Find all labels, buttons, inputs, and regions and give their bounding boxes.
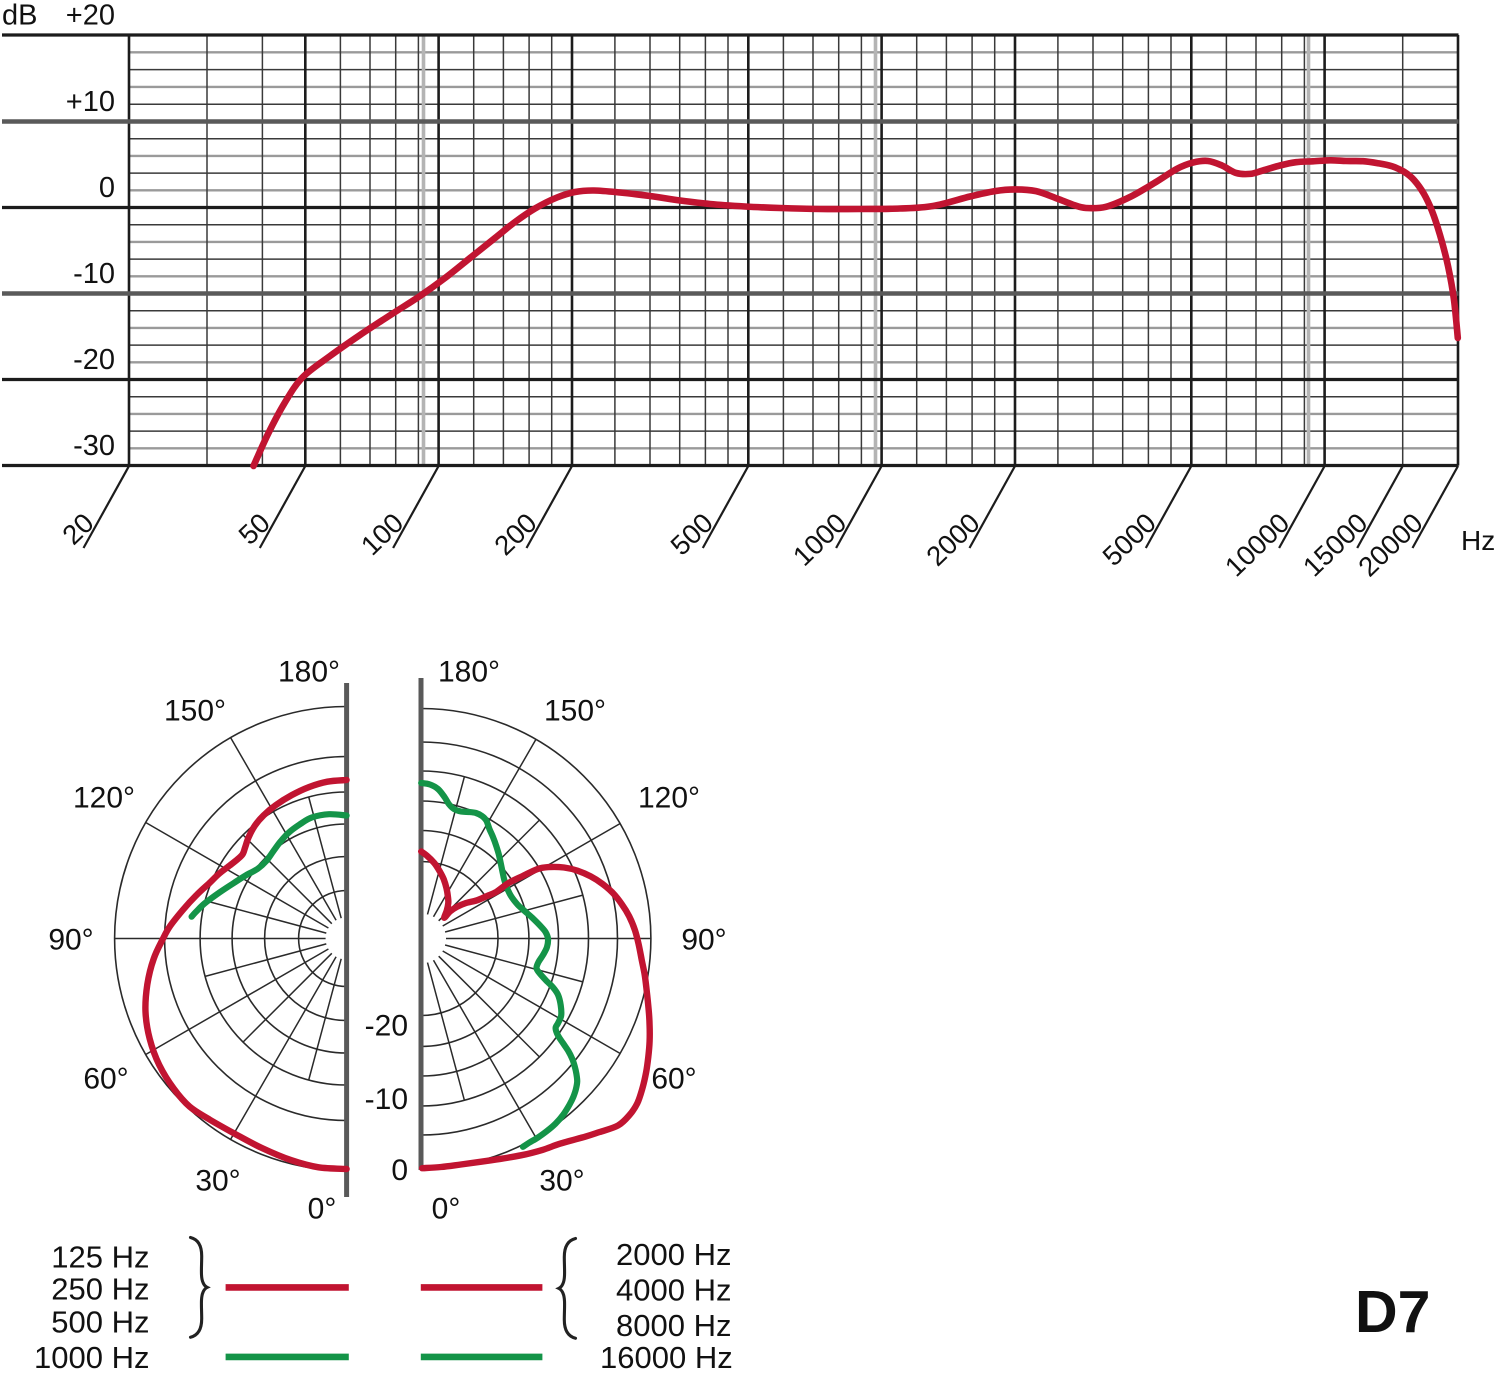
svg-text:-10: -10 <box>73 258 115 290</box>
svg-text:30°: 30° <box>539 1165 584 1198</box>
svg-text:120°: 120° <box>638 782 700 815</box>
svg-text:120°: 120° <box>73 782 135 815</box>
svg-text:-30: -30 <box>73 430 115 462</box>
svg-text:Hz: Hz <box>1461 525 1495 556</box>
svg-text:+10: +10 <box>66 86 115 118</box>
svg-text:4000 Hz: 4000 Hz <box>616 1273 731 1308</box>
svg-text:180°: 180° <box>438 656 500 689</box>
svg-text:1000 Hz: 1000 Hz <box>34 1340 149 1375</box>
svg-text:0°: 0° <box>308 1193 337 1226</box>
svg-text:90°: 90° <box>681 924 726 957</box>
svg-text:+20: +20 <box>66 0 115 32</box>
svg-text:30°: 30° <box>195 1165 240 1198</box>
svg-text:dB: dB <box>2 0 37 32</box>
svg-text:-20: -20 <box>365 1010 408 1043</box>
svg-text:0: 0 <box>391 1154 408 1187</box>
svg-text:90°: 90° <box>48 924 93 957</box>
svg-text:500 Hz: 500 Hz <box>51 1305 149 1340</box>
svg-text:-10: -10 <box>365 1083 408 1116</box>
svg-text:60°: 60° <box>651 1063 696 1096</box>
svg-text:0°: 0° <box>432 1193 461 1226</box>
svg-text:8000 Hz: 8000 Hz <box>616 1308 731 1343</box>
svg-text:0: 0 <box>99 172 115 204</box>
svg-text:180°: 180° <box>278 656 340 689</box>
svg-text:125 Hz: 125 Hz <box>51 1240 149 1275</box>
svg-text:150°: 150° <box>164 695 226 728</box>
svg-text:60°: 60° <box>83 1063 128 1096</box>
svg-text:150°: 150° <box>544 695 606 728</box>
svg-text:-20: -20 <box>73 344 115 376</box>
svg-text:2000 Hz: 2000 Hz <box>616 1237 731 1272</box>
svg-text:250 Hz: 250 Hz <box>51 1272 149 1307</box>
svg-text:16000 Hz: 16000 Hz <box>600 1340 733 1375</box>
svg-text:D7: D7 <box>1355 1279 1430 1345</box>
